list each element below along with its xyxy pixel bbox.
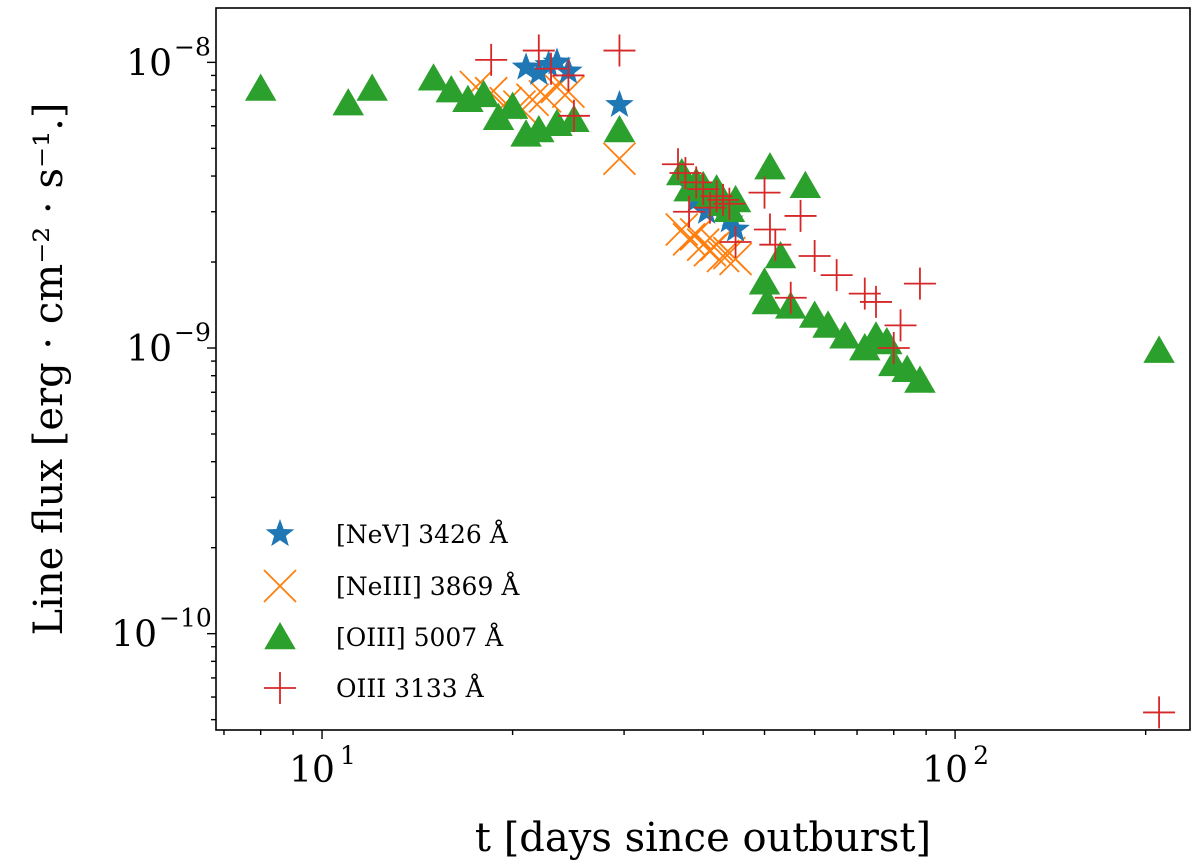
data-point: [687, 173, 720, 206]
legend-label: [NeIII] 3869 Å: [336, 571, 520, 601]
data-point: [542, 47, 572, 75]
x-tick-label: 10: [289, 750, 335, 791]
data-point: [903, 267, 936, 300]
data-point: [552, 59, 585, 92]
data-point: [686, 228, 720, 262]
data-point: [764, 240, 797, 269]
data-point: [753, 213, 786, 246]
data-point: [748, 176, 781, 209]
data-point: [496, 91, 529, 119]
data-point: [680, 166, 713, 199]
data-point: [718, 242, 753, 276]
data-point: [877, 332, 910, 365]
data-point: [820, 259, 853, 292]
legend-label: [OIII] 5007 Å: [336, 622, 504, 652]
data-point: [475, 43, 508, 76]
plot-frame: [215, 7, 1191, 731]
data-point: [812, 310, 844, 338]
x-tick-label: 10: [922, 750, 968, 791]
y-axis-label: Line flux [erg · cm⁻² · s⁻¹.]: [26, 103, 72, 636]
legend-entry: [NeIII] 3869 Å: [263, 569, 520, 603]
data-point: [522, 34, 555, 67]
data-point: [884, 309, 917, 342]
data-markers: [244, 34, 1176, 729]
data-point: [784, 199, 817, 232]
data-point: [603, 114, 636, 143]
data-point: [859, 285, 892, 318]
legend-marker: [264, 672, 296, 704]
data-point: [435, 75, 468, 103]
data-point: [706, 239, 740, 273]
data-point: [829, 321, 861, 349]
data-point: [719, 184, 752, 213]
data-point: [904, 365, 936, 393]
data-point: [672, 222, 706, 257]
x-axis-label: t [days since outburst]: [475, 815, 931, 861]
data-point: [679, 217, 713, 251]
data-point: [534, 49, 563, 78]
data-point: [798, 239, 831, 272]
data-point: [356, 73, 388, 101]
legend-marker: [264, 622, 296, 650]
series-x: [459, 70, 753, 276]
data-point: [603, 34, 636, 67]
data-point: [774, 281, 807, 314]
data-point: [700, 180, 733, 213]
data-point: [602, 142, 637, 176]
data-point: [665, 212, 699, 247]
legend-marker: [263, 569, 297, 603]
data-point: [673, 195, 706, 228]
data-point: [332, 88, 364, 116]
data-point: [535, 52, 568, 85]
x-tick-exponent: 2: [973, 741, 989, 770]
data-point: [524, 57, 554, 85]
legend-entry: [OIII] 5007 Å: [264, 622, 504, 652]
legend-marker: [265, 519, 295, 547]
data-point: [661, 148, 694, 181]
data-point: [244, 73, 277, 101]
data-point: [1143, 696, 1176, 729]
data-point: [759, 228, 792, 261]
y-tick-label: 10: [126, 43, 172, 84]
legend-entry: [NeV] 3426 Å: [265, 519, 509, 549]
y-tick-exponent: −8: [174, 32, 211, 61]
data-point: [719, 226, 752, 259]
series-plus: [475, 34, 1176, 729]
data-point: [748, 267, 781, 295]
y-tick-exponent: −9: [174, 318, 211, 347]
series-triangle: [244, 63, 1175, 393]
y-tick-exponent: −10: [159, 604, 212, 633]
data-point: [713, 187, 746, 220]
legend-label: OIII 3133 Å: [336, 673, 485, 703]
data-point: [417, 63, 450, 91]
data-point: [605, 89, 634, 117]
data-point: [789, 170, 822, 199]
legend: [NeV] 3426 Å [NeIII] 3869 Å [OIII] 5007 Å O…: [263, 519, 520, 704]
y-tick-label: 10: [111, 615, 157, 656]
data-point: [511, 52, 541, 80]
data-point: [557, 99, 590, 132]
data-point: [707, 183, 740, 216]
data-point: [1143, 335, 1175, 363]
data-point: [551, 74, 586, 109]
data-point: [751, 286, 784, 315]
data-point: [754, 152, 786, 180]
legend-label: [NeV] 3426 Å: [336, 519, 509, 549]
x-tick-exponent: 1: [340, 741, 356, 770]
data-point: [692, 196, 721, 224]
y-tick-label: 10: [126, 329, 172, 370]
data-point: [467, 79, 500, 108]
legend-entry: OIII 3133 Å: [264, 672, 485, 704]
